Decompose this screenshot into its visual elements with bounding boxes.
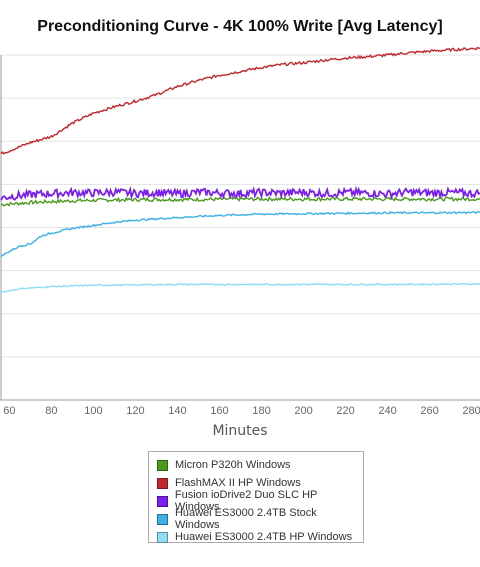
series-line-2 bbox=[0, 185, 480, 201]
legend-item-1: FlashMAX II HP Windows bbox=[149, 474, 363, 492]
legend-label-4: Huawei ES3000 2.4TB HP Windows bbox=[175, 531, 353, 543]
legend-swatch-3 bbox=[157, 513, 168, 525]
x-tick-label-60: 60 bbox=[3, 405, 15, 417]
x-tick-label-240: 240 bbox=[378, 405, 396, 417]
legend-swatch-1 bbox=[157, 477, 168, 489]
series-line-0 bbox=[0, 196, 480, 207]
x-axis-label: Minutes bbox=[212, 423, 268, 439]
legend-label-0: Micron P320h Windows bbox=[175, 459, 291, 471]
x-tick-label-260: 260 bbox=[420, 405, 438, 417]
legend-item-2: Fusion ioDrive2 Duo SLC HP Windows bbox=[149, 489, 363, 513]
legend-label-2: Fusion ioDrive2 Duo SLC HP Windows bbox=[174, 489, 318, 513]
legend: Micron P320h Windows FlashMAX II HP Windo… bbox=[148, 451, 364, 543]
legend-item-3: Huawei ES3000 2.4TB Stock Windows bbox=[149, 507, 363, 531]
x-tick-label-220: 220 bbox=[336, 405, 354, 417]
legend-item-4: Huawei ES3000 2.4TB HP Windows bbox=[149, 528, 363, 546]
x-tick-label-180: 180 bbox=[252, 405, 270, 417]
series-line-4 bbox=[0, 282, 480, 294]
legend-item-0: Micron P320h Windows bbox=[149, 456, 363, 474]
legend-swatch-0 bbox=[157, 459, 168, 471]
legend-swatch-4 bbox=[157, 531, 168, 543]
x-tick-label-120: 120 bbox=[126, 405, 144, 417]
chart-title: Preconditioning Curve - 4K 100% Write [A… bbox=[37, 18, 443, 35]
x-tick-labels: 60 80 100 120 140 160 180 200 220 240 260 280 bbox=[3, 405, 480, 417]
series-line-3 bbox=[0, 210, 480, 258]
legend-swatch-2 bbox=[157, 495, 168, 507]
x-tick-label-160: 160 bbox=[210, 405, 228, 417]
x-tick-label-80: 80 bbox=[45, 405, 57, 417]
legend-label-3: Huawei ES3000 2.4TB Stock Windows bbox=[174, 507, 317, 531]
x-tick-label-280: 280 bbox=[462, 405, 480, 417]
x-tick-label-100: 100 bbox=[84, 405, 102, 417]
x-tick-label-200: 200 bbox=[294, 405, 312, 417]
legend-label-1: FlashMAX II HP Windows bbox=[175, 477, 301, 489]
x-tick-label-140: 140 bbox=[168, 405, 186, 417]
series-line-1 bbox=[0, 46, 480, 155]
series-layer bbox=[0, 46, 480, 294]
